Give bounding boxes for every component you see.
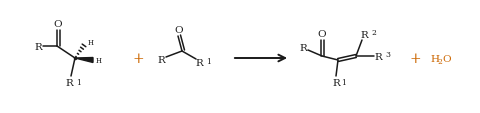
Text: R: R — [157, 55, 165, 64]
Text: O: O — [441, 54, 450, 63]
Text: H: H — [96, 56, 102, 64]
Text: 1: 1 — [76, 78, 81, 86]
Text: R: R — [65, 79, 73, 88]
Polygon shape — [75, 58, 93, 63]
Text: R: R — [360, 30, 367, 39]
Text: H: H — [88, 39, 94, 47]
Text: R: R — [34, 42, 42, 51]
Text: R: R — [195, 58, 203, 67]
Text: R: R — [331, 79, 339, 88]
Text: +: + — [408, 52, 420, 65]
Text: 2: 2 — [370, 29, 375, 37]
Text: +: + — [132, 52, 144, 65]
Text: R: R — [373, 52, 381, 61]
Text: 2: 2 — [436, 58, 441, 65]
Text: O: O — [174, 25, 183, 34]
Text: H: H — [429, 54, 438, 63]
Text: 1: 1 — [340, 78, 345, 86]
Text: O: O — [317, 29, 325, 38]
Text: 1: 1 — [205, 58, 210, 65]
Text: R: R — [299, 43, 306, 52]
Text: O: O — [54, 19, 62, 28]
Text: 3: 3 — [384, 51, 389, 59]
